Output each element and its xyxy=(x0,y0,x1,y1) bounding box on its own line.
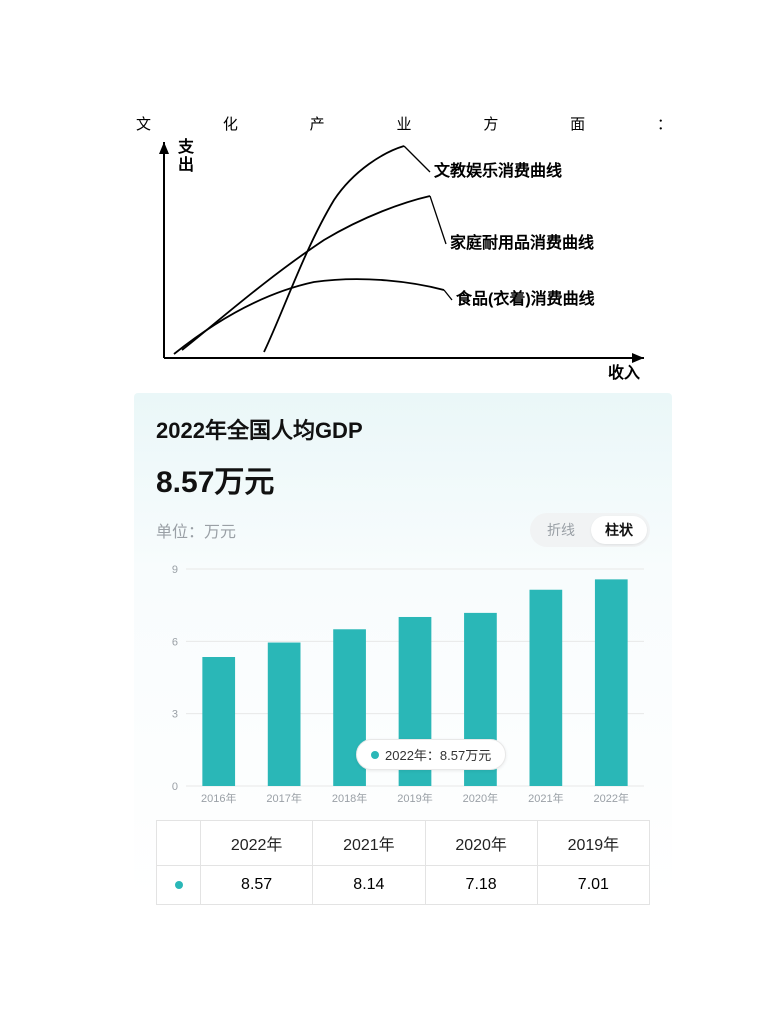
bar-chart-container: 03692016年2017年2018年2019年2020年2021年2022年 … xyxy=(156,561,650,816)
svg-text:文教娱乐消费曲线: 文教娱乐消费曲线 xyxy=(434,161,562,180)
data-table: 2022年 2021年 2020年 2019年 8.57 8.14 7.18 7… xyxy=(156,820,650,905)
table-header: 2020年 xyxy=(425,821,537,866)
table-header: 2022年 xyxy=(201,821,313,866)
gdp-headline-value: 8.57万元 xyxy=(156,457,650,501)
svg-text:2019年: 2019年 xyxy=(397,791,432,805)
svg-text:2017年: 2017年 xyxy=(266,791,301,805)
toggle-line-button[interactable]: 折线 xyxy=(533,516,589,544)
svg-text:2018年: 2018年 xyxy=(332,791,367,805)
tooltip-dot-icon xyxy=(371,751,379,759)
svg-text:6: 6 xyxy=(172,636,178,648)
unit-row: 单位：万元 折线 柱状 xyxy=(156,513,650,547)
table-cell: 8.14 xyxy=(313,866,425,905)
table-row-dot-cell xyxy=(157,866,201,905)
curve-diagram: 支出收入 文教娱乐消费曲线家庭耐用品消费曲线食品(衣着)消费曲线 xyxy=(134,130,664,390)
svg-text:食品(衣着)消费曲线: 食品(衣着)消费曲线 xyxy=(455,289,595,308)
row-dot-icon xyxy=(175,881,183,889)
unit-label: 单位：万元 xyxy=(156,518,236,542)
table-corner xyxy=(157,821,201,866)
svg-text:3: 3 xyxy=(172,709,178,721)
table-cell: 7.01 xyxy=(537,866,649,905)
svg-text:支: 支 xyxy=(177,137,195,156)
table-header: 2021年 xyxy=(313,821,425,866)
svg-text:2021年: 2021年 xyxy=(528,791,563,805)
toggle-bar-button[interactable]: 柱状 xyxy=(591,516,647,544)
svg-text:收入: 收入 xyxy=(608,363,640,382)
svg-text:2016年: 2016年 xyxy=(201,791,236,805)
gdp-title: 2022年全国人均GDP xyxy=(156,413,650,445)
bar-chart: 0 3 6 9 2016年 2017年 2018年 2019年 2020年 2021年 2022年 xyxy=(156,561,650,816)
chart-type-toggle: 折线 柱状 xyxy=(530,513,650,547)
svg-text:2022年: 2022年 xyxy=(594,791,629,805)
svg-text:出: 出 xyxy=(178,155,194,174)
svg-text:9: 9 xyxy=(172,564,178,576)
chart-tooltip: 2022年：8.57万元 xyxy=(356,739,506,770)
table-header: 2019年 xyxy=(537,821,649,866)
svg-text:2020年: 2020年 xyxy=(463,791,498,805)
table-cell: 8.57 xyxy=(201,866,313,905)
svg-text:家庭耐用品消费曲线: 家庭耐用品消费曲线 xyxy=(450,233,594,252)
table-cell: 7.18 xyxy=(425,866,537,905)
gdp-panel: 2022年全国人均GDP 8.57万元 单位：万元 折线 柱状 0 3 6 9 2016… xyxy=(134,393,672,901)
tooltip-text: 2022年：8.57万元 xyxy=(385,745,491,764)
svg-text:0: 0 xyxy=(172,781,178,793)
